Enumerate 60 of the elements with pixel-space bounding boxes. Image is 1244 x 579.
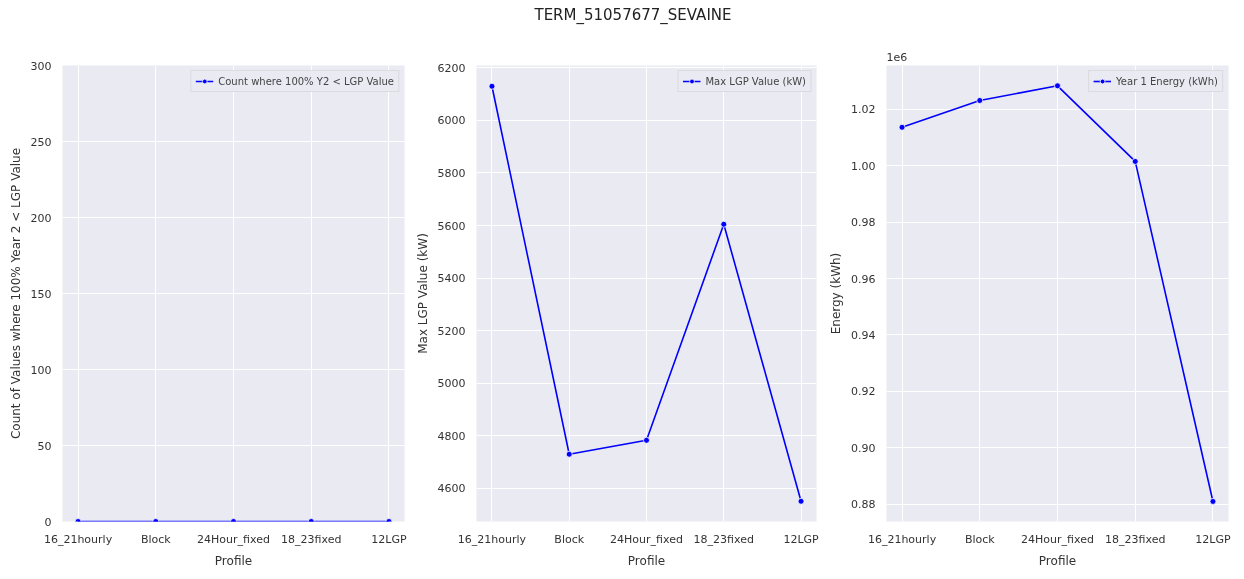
y-tick-label: 4600	[437, 482, 466, 496]
point	[488, 82, 496, 90]
x-tick-label: 16_21hourly	[43, 532, 113, 546]
y-tick-label: 5000	[437, 377, 466, 391]
y-tick-label: 0.96	[851, 272, 876, 286]
x-tick-label: Block	[140, 532, 172, 546]
x-tick-label: 24Hour_fixed	[1021, 532, 1094, 546]
x-tick-label: 16_21hourly	[867, 532, 937, 546]
legend-label: Count where 100% Y2 < LGP Value	[218, 75, 394, 87]
point	[797, 497, 805, 505]
y-tick-label: 6000	[437, 114, 466, 128]
y-tick-label: 1.00	[851, 159, 876, 173]
y-tick-label: 0.88	[851, 498, 876, 512]
y-tick-label: 0.98	[851, 216, 876, 230]
x-tick-label: Block	[554, 532, 585, 546]
x-tick-label: 12LGP	[783, 532, 820, 546]
point	[1131, 158, 1139, 165]
y-axis-title: Max LGP Value (kW)	[415, 233, 430, 354]
x-tick-label: 18_23fixed	[693, 532, 754, 546]
y-tick-label: 0.94	[851, 328, 876, 342]
legend-label: Max LGP Value (kW)	[705, 75, 806, 87]
y-tick-label: 50	[37, 439, 52, 453]
y-tick-label: 1.02	[851, 103, 876, 117]
y-tick-label: 100	[30, 363, 52, 377]
y-tick-label: 250	[30, 135, 52, 149]
x-tick-label: 12LGP	[371, 532, 407, 546]
legend-label: Year 1 Energy (kWh)	[1116, 75, 1218, 87]
x-axis-title: Profile	[1038, 553, 1077, 568]
y-axis-title: Energy (kWh)	[829, 252, 844, 335]
x-axis-title: Profile	[214, 553, 253, 568]
y-tick-label: 5800	[437, 167, 466, 180]
y-tick-label: 200	[30, 211, 52, 225]
x-tick-label: 16_21hourly	[457, 532, 527, 546]
y-tick-label: 300	[30, 59, 52, 73]
y-tick-label: 6200	[437, 61, 466, 75]
x-axis-title: Profile	[627, 553, 666, 568]
x-tick-label: 18_23fixed	[1105, 532, 1166, 546]
x-tick-label: 24Hour_fixed	[610, 532, 683, 546]
y-tick-label: 0	[44, 515, 52, 529]
x-tick-label: 18_23fixed	[281, 532, 342, 546]
point	[976, 97, 984, 104]
y-tick-label: 5600	[437, 219, 466, 233]
y-tick-label: 5400	[437, 272, 466, 286]
x-tick-label: Block	[964, 532, 996, 546]
y-tick-label: 0.90	[851, 441, 876, 455]
chart-title: TERM_51057677_SEVAINE	[534, 5, 732, 26]
x-tick-label: 24Hour_fixed	[197, 532, 270, 546]
point	[565, 450, 573, 458]
point	[1209, 498, 1217, 505]
text: 1e6	[886, 50, 908, 64]
point	[1054, 82, 1061, 90]
y-tick-label: 150	[30, 287, 52, 301]
y-axis-title: Count of Values where 100% Year 2 < LGP Value	[8, 147, 23, 440]
point	[898, 123, 906, 131]
y-tick-label: 5200	[437, 324, 466, 338]
point	[643, 436, 650, 444]
y-tick-label: 4800	[437, 429, 466, 443]
x-tick-label: 12LGP	[1195, 532, 1231, 546]
y-tick-label: 0.92	[851, 385, 876, 399]
point	[720, 220, 728, 228]
